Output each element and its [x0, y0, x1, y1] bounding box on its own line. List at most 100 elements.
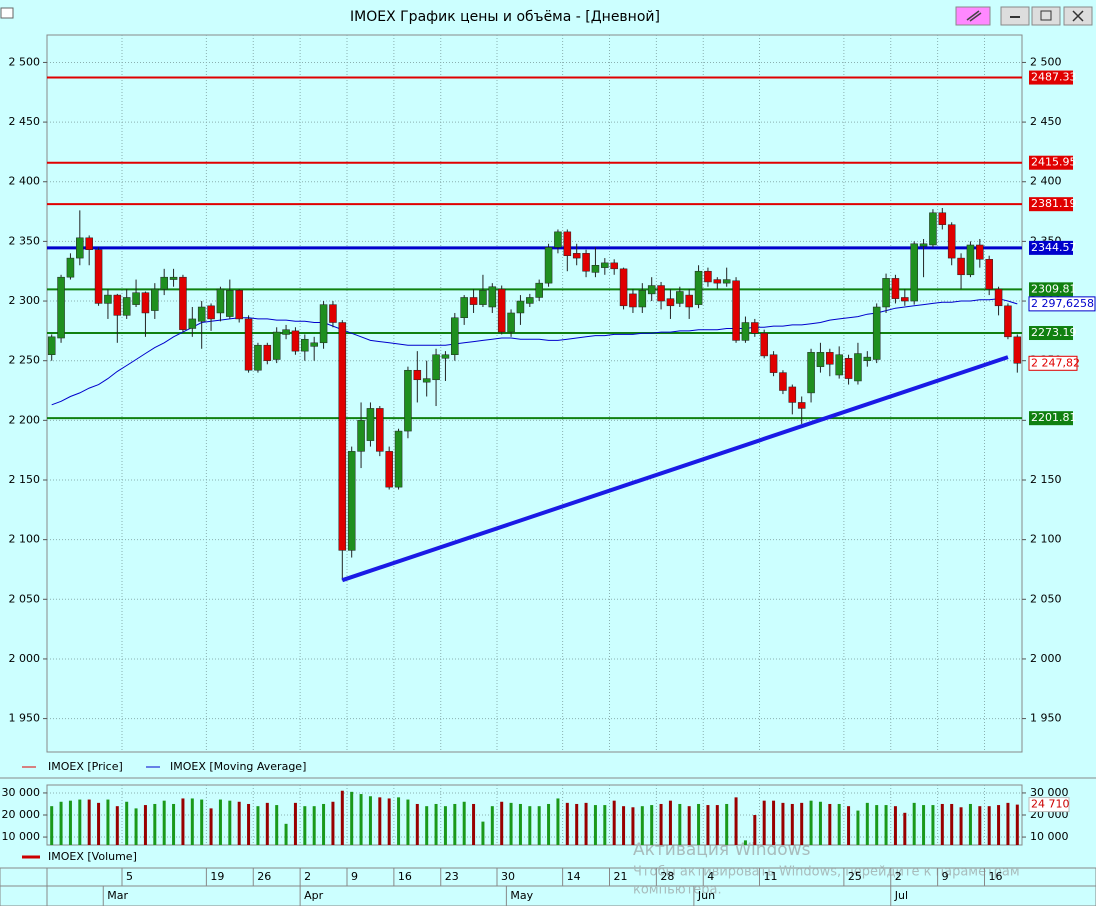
- volume-bar: [228, 800, 232, 845]
- candle-body: [319, 304, 328, 344]
- level-label: 2487.33: [1031, 71, 1077, 84]
- volume-bar: [528, 806, 532, 845]
- y-tick-label: 2 100: [1030, 533, 1062, 546]
- candle-body: [357, 420, 365, 452]
- candle-body: [591, 265, 600, 273]
- volume-bar: [940, 803, 944, 845]
- volume-bar: [875, 805, 879, 845]
- volume-bar: [931, 805, 935, 845]
- volume-bar: [790, 803, 794, 845]
- volume-bar: [322, 803, 326, 845]
- candle-body: [554, 231, 562, 248]
- y-tick-label: 2 150: [9, 473, 41, 486]
- candle-body: [901, 297, 909, 302]
- x-month-label: Apr: [304, 889, 324, 902]
- candle-body: [751, 322, 759, 334]
- candle-body: [741, 322, 750, 341]
- level-label: 2273.19: [1031, 326, 1077, 339]
- maximize-icon: [1040, 10, 1052, 21]
- level-label-box: [1029, 326, 1073, 341]
- candle-body: [610, 262, 618, 270]
- candle-body: [1004, 305, 1012, 338]
- candle-body: [882, 278, 890, 308]
- candle-body: [94, 249, 103, 304]
- candle-body: [329, 304, 337, 323]
- ma-last-box: [1028, 296, 1096, 312]
- x-month-label: Jun: [697, 889, 715, 902]
- volume-bar: [856, 810, 860, 845]
- watermark-title: Активация Windows: [633, 840, 811, 860]
- watermark-line: Чтобы активировать Windows, перейдите к …: [633, 865, 1020, 880]
- x-tick-label: 21: [614, 870, 628, 883]
- y-tick-label: 1 950: [1030, 712, 1062, 725]
- y-tick-label: 2 050: [1030, 592, 1062, 605]
- volume-bar: [350, 791, 354, 845]
- volume-bar: [265, 802, 269, 845]
- volume-bar: [893, 806, 897, 845]
- volume-bar: [622, 806, 626, 845]
- volume-bar: [209, 808, 213, 845]
- volume-bar: [387, 798, 391, 845]
- candle-body: [310, 342, 318, 347]
- level-label: 2415.95: [1031, 156, 1077, 169]
- volume-bar: [818, 801, 822, 845]
- maximize-button[interactable]: [1031, 6, 1061, 26]
- candle-body: [976, 244, 984, 260]
- x-tick-label: 16: [398, 870, 412, 883]
- volume-bar: [997, 805, 1001, 845]
- x-tick-label: 25: [848, 870, 862, 883]
- watermark-line: компьютера.: [633, 883, 722, 898]
- candle-body: [104, 294, 112, 304]
- title-bar: [0, 0, 1096, 32]
- volume-bar: [181, 798, 185, 845]
- volume-bar: [237, 801, 241, 845]
- y-tick-label: 2 000: [9, 652, 41, 665]
- candle-body: [619, 268, 628, 307]
- candle-body: [516, 300, 525, 314]
- volume-bar: [190, 798, 194, 845]
- candle-body: [188, 318, 197, 329]
- volume-bar: [575, 803, 579, 845]
- candle-body: [535, 282, 543, 298]
- x-tick-label: 9: [942, 870, 949, 883]
- y-tick-label: 30 000: [1030, 786, 1069, 799]
- level-label-box: [1029, 282, 1073, 297]
- x-tick-label: 5: [126, 870, 133, 883]
- moving-average-line: [51, 298, 1018, 406]
- candle-body: [572, 253, 581, 259]
- volume-bar: [912, 802, 916, 845]
- candle-body: [788, 386, 797, 403]
- candle-body: [929, 212, 937, 246]
- x-tick-label: 28: [660, 870, 674, 883]
- volume-bar: [800, 802, 804, 845]
- y-tick-label: 10 000: [2, 830, 41, 843]
- volume-bar: [584, 802, 588, 845]
- y-tick-label: 2 300: [9, 294, 41, 307]
- candle-body: [582, 253, 590, 272]
- candle-body: [235, 290, 243, 320]
- volume-bar: [218, 799, 222, 845]
- candle-body: [113, 294, 122, 316]
- candle-body: [385, 451, 393, 488]
- candle-body: [854, 353, 862, 382]
- price-last-label: 2 247,82: [1031, 356, 1080, 369]
- candle-body: [647, 285, 656, 295]
- volume-bar: [903, 812, 907, 845]
- x-axis-box: [0, 867, 1096, 906]
- volume-bar: [162, 800, 166, 845]
- y-tick-label: 2 500: [9, 55, 41, 68]
- level-label-box: [1029, 155, 1073, 170]
- x-tick-label: 19: [210, 870, 224, 883]
- candle-body: [676, 291, 684, 304]
- candle-body: [957, 257, 965, 276]
- volume-bar: [772, 800, 776, 845]
- volume-bar: [668, 800, 672, 845]
- volume-bar: [612, 800, 616, 845]
- candle-body: [526, 297, 534, 304]
- price-last-box: [1028, 355, 1078, 371]
- volume-bar: [453, 803, 457, 845]
- close-icon: [1072, 10, 1084, 22]
